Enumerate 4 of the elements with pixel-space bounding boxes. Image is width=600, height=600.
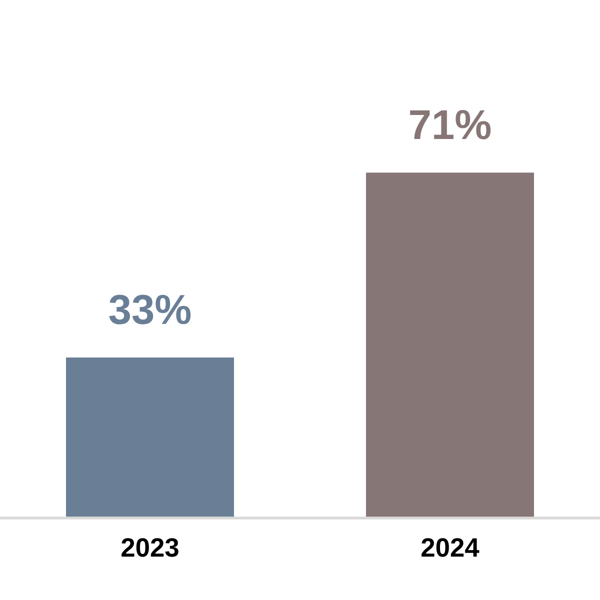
x-tick-label: 2023 bbox=[122, 538, 178, 557]
data-label: 71% bbox=[410, 110, 491, 140]
x-tick-label: 2024 bbox=[422, 538, 480, 557]
data-label: 33% bbox=[109, 294, 191, 324]
